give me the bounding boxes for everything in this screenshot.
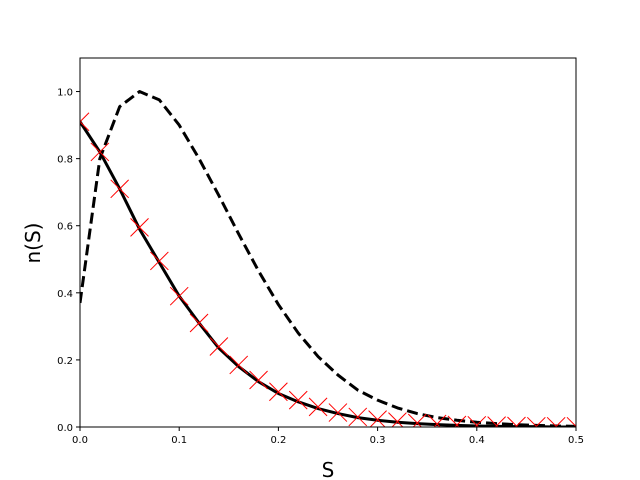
x-tick-label: 0.2 <box>270 435 286 446</box>
x-tick-label: 0.4 <box>469 435 485 446</box>
data-point-marker <box>249 370 268 390</box>
y-axis: 0.0 0.2 0.4 0.6 0.8 1.0 <box>57 88 80 434</box>
plot-frame <box>79 57 577 428</box>
y-tick-label: 0.4 <box>57 289 73 300</box>
x-tick-label: 0.0 <box>72 435 88 446</box>
x-tick-label: 0.1 <box>171 435 187 446</box>
data-point-marker <box>269 382 288 402</box>
data-point-marker <box>189 313 209 333</box>
data-point-marker <box>566 416 576 427</box>
data-point-marker <box>80 112 90 132</box>
data-point-marker <box>308 397 328 417</box>
data-point-marker <box>388 412 407 427</box>
data-point-marker <box>407 413 427 427</box>
y-tick-label: 0.2 <box>57 356 73 367</box>
x-tick-label: 0.5 <box>568 435 584 446</box>
y-axis-label: n(S) <box>21 223 45 264</box>
data-point-marker <box>427 414 447 427</box>
data-point-marker <box>110 179 130 199</box>
data-point-marker <box>447 415 467 427</box>
y-tick-label: 0.0 <box>57 423 73 434</box>
data-point-marker <box>90 142 110 162</box>
solid-curve <box>80 120 576 427</box>
data-point-marker <box>169 286 189 306</box>
data-point-marker <box>130 218 149 237</box>
x-axis-label: S <box>322 458 335 480</box>
x-tick-label: 0.3 <box>370 435 386 446</box>
y-tick-label: 1.0 <box>57 88 73 99</box>
data-point-marker <box>150 251 169 271</box>
x-axis: 0.0 0.1 0.2 0.3 0.4 0.5 <box>72 427 584 446</box>
marker-series <box>80 112 576 427</box>
data-point-marker <box>467 415 487 427</box>
data-point-marker <box>526 416 546 427</box>
data-point-marker <box>507 416 526 427</box>
dashed-curve <box>80 90 576 427</box>
data-point-marker <box>229 355 249 375</box>
data-point-marker <box>328 403 348 422</box>
data-point-marker <box>368 410 387 427</box>
data-point-marker <box>209 337 229 356</box>
data-point-marker <box>487 416 506 427</box>
data-point-marker <box>546 416 566 427</box>
data-point-marker <box>288 390 308 410</box>
data-point-marker <box>348 407 368 427</box>
series-layer <box>80 90 576 427</box>
y-tick-label: 0.8 <box>57 155 73 166</box>
y-tick-label: 0.6 <box>57 222 73 233</box>
